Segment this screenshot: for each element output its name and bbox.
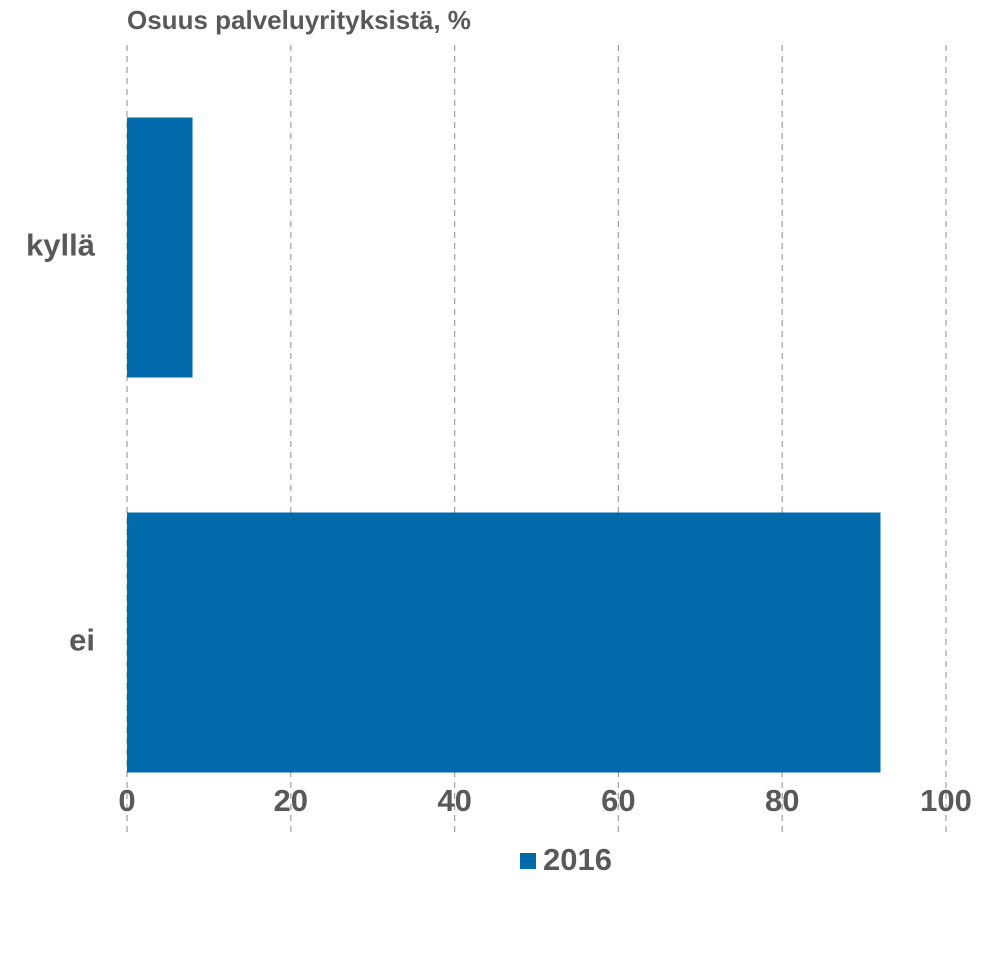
bar (127, 512, 881, 773)
legend-swatch (520, 853, 536, 869)
bar (127, 117, 193, 378)
legend-label: 2016 (543, 842, 612, 877)
y-tick-label: kyllä (26, 228, 96, 263)
y-tick-label: ei (69, 623, 95, 658)
x-tick-label: 80 (765, 783, 799, 818)
x-tick-label: 40 (437, 783, 471, 818)
x-tick-label: 20 (274, 783, 308, 818)
chart-title: Osuus palveluyrityksistä, % (127, 5, 471, 35)
x-tick-label: 60 (601, 783, 635, 818)
x-tick-label: 100 (920, 783, 972, 818)
x-tick-label: 0 (118, 783, 135, 818)
